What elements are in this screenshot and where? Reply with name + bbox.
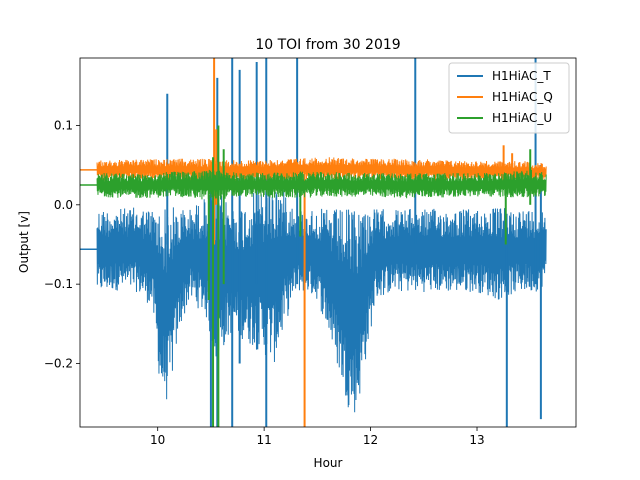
legend-box: [448, 62, 570, 134]
plot-area: [80, 58, 547, 427]
y-tick-label: −0.1: [44, 277, 73, 291]
y-tick-label: 0.0: [54, 198, 73, 212]
x-tick-label: 13: [469, 433, 484, 447]
series-H1HiAC_U: [80, 125, 547, 427]
axes-frame: [79, 57, 577, 428]
legend-label: H1HiAC_T: [492, 69, 551, 83]
x-tick-label: 11: [256, 433, 271, 447]
legend: H1HiAC_T H1HiAC_Q H1HiAC_U: [448, 62, 570, 134]
x-tick-label: 12: [363, 433, 378, 447]
y-axis-label: Output [v]: [17, 211, 31, 273]
series-line: [96, 188, 547, 413]
x-tick-label: 10: [150, 433, 165, 447]
legend-label: H1HiAC_U: [492, 111, 552, 125]
series-line: [96, 169, 547, 200]
y-tick-label: −0.2: [44, 357, 73, 371]
x-axis-ticks: 10 11 12 13: [150, 427, 485, 447]
x-axis-label: Hour: [314, 456, 343, 470]
chart-title: 10 TOI from 30 2019: [255, 37, 400, 53]
y-tick-label: 0.1: [54, 118, 73, 132]
y-axis-ticks: −0.2 −0.1 0.0 0.1: [44, 118, 80, 371]
legend-label: H1HiAC_Q: [492, 90, 553, 104]
